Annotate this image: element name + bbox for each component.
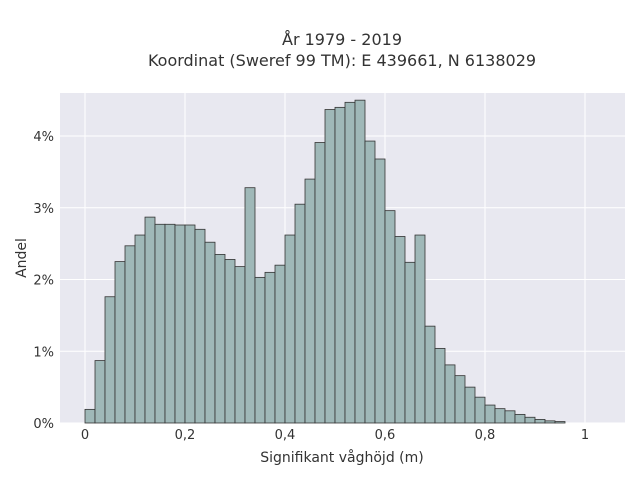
histogram-bar bbox=[164, 223, 176, 424]
histogram-bar bbox=[124, 245, 136, 424]
histogram-bar bbox=[314, 142, 326, 424]
histogram-bar bbox=[114, 261, 126, 424]
histogram-bar bbox=[244, 187, 256, 424]
histogram-bar bbox=[464, 386, 476, 424]
chart-title-line2: Koordinat (Sweref 99 TM): E 439661, N 61… bbox=[148, 51, 536, 70]
x-tick-label: 1 bbox=[581, 428, 589, 443]
histogram-bar bbox=[354, 99, 366, 424]
histogram-bar bbox=[254, 276, 266, 424]
histogram-bar bbox=[544, 420, 556, 424]
histogram-bar bbox=[554, 421, 566, 424]
histogram-bar bbox=[224, 259, 236, 424]
histogram-bar bbox=[284, 234, 296, 424]
histogram-bar bbox=[444, 364, 456, 424]
y-tick-label: 4% bbox=[33, 130, 54, 145]
histogram-bar bbox=[84, 408, 96, 424]
histogram-bar bbox=[294, 203, 306, 424]
histogram-bar bbox=[374, 158, 386, 424]
y-tick-label: 3% bbox=[33, 202, 54, 217]
histogram-bar bbox=[94, 360, 106, 424]
histogram-bar bbox=[184, 224, 196, 424]
histogram-bar bbox=[274, 264, 286, 424]
y-tick-label: 2% bbox=[33, 274, 54, 289]
x-axis-ticks: 0 0,2 0,4 0,6 0,8 1 bbox=[81, 428, 589, 443]
x-tick-label: 0,8 bbox=[475, 428, 496, 443]
histogram-bar bbox=[304, 178, 316, 424]
histogram-bar bbox=[134, 234, 146, 424]
x-tick-label: 0,2 bbox=[175, 428, 196, 443]
histogram-bar bbox=[494, 408, 506, 424]
y-axis-title: Andel bbox=[14, 238, 30, 278]
histogram-bar bbox=[154, 223, 166, 424]
histogram-bar bbox=[194, 228, 206, 424]
histogram-bar bbox=[384, 210, 396, 424]
histogram-bar bbox=[234, 266, 246, 424]
histogram-bar bbox=[534, 419, 546, 424]
x-tick-label: 0,4 bbox=[275, 428, 296, 443]
histogram-bar bbox=[174, 224, 186, 424]
histogram-bar bbox=[144, 216, 156, 424]
histogram-bar bbox=[324, 109, 336, 424]
histogram-bar bbox=[424, 325, 436, 424]
y-tick-label: 0% bbox=[33, 417, 54, 432]
histogram-bar bbox=[524, 416, 536, 424]
histogram-bar bbox=[334, 106, 346, 424]
chart-title-line1: År 1979 - 2019 bbox=[282, 30, 402, 49]
histogram-bar bbox=[514, 413, 526, 424]
histogram-bar bbox=[474, 396, 486, 424]
histogram-bar bbox=[414, 234, 426, 424]
histogram-bar bbox=[344, 101, 356, 424]
histogram-bar bbox=[454, 375, 466, 424]
histogram-bar bbox=[404, 261, 416, 424]
histogram-bar bbox=[394, 236, 406, 424]
histogram-bar bbox=[104, 296, 116, 424]
histogram-bars bbox=[84, 99, 566, 424]
histogram-bar bbox=[364, 140, 376, 424]
y-axis-ticks: 0% 1% 2% 3% 4% bbox=[33, 130, 54, 432]
histogram-bar bbox=[434, 347, 446, 424]
histogram-bar bbox=[264, 271, 276, 424]
y-tick-label: 1% bbox=[33, 345, 54, 360]
x-tick-label: 0 bbox=[81, 428, 89, 443]
histogram-bar bbox=[204, 241, 216, 424]
histogram-bar bbox=[484, 404, 496, 424]
histogram-bar bbox=[504, 410, 516, 424]
x-tick-label: 0,6 bbox=[375, 428, 396, 443]
x-axis-title: Signifikant våghöjd (m) bbox=[260, 449, 423, 466]
histogram-bar bbox=[214, 254, 226, 424]
